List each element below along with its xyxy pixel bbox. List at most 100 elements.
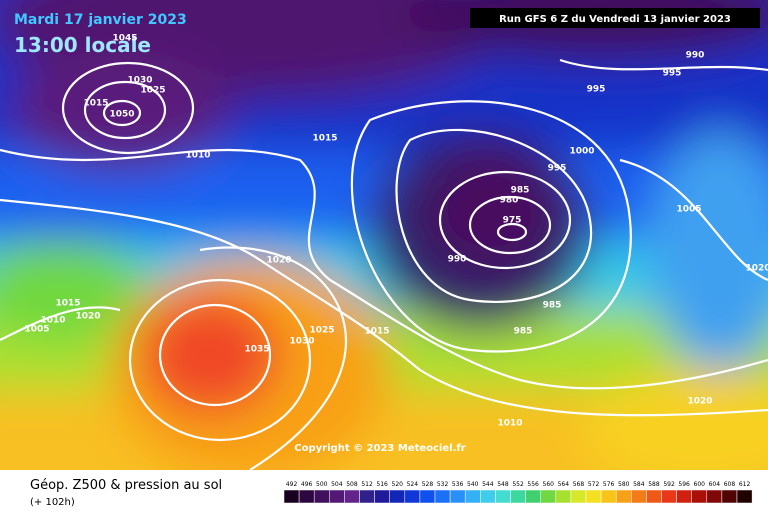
forecast-time: 13:00 locale [14,33,151,57]
scale-label: 516 [376,481,388,488]
isobar-label: 975 [503,216,522,226]
scale-swatch [359,489,375,504]
scale-swatch [464,489,481,504]
scale-label: 520 [392,481,404,488]
scale-swatch [404,489,421,504]
isobar-label: 990 [448,255,467,265]
scale-label: 568 [573,481,585,488]
isobar-label: 990 [686,51,705,61]
scale-label: 504 [331,481,343,488]
isobar-label: 985 [543,301,562,311]
isobar-label: 1010 [40,316,65,326]
isobar-label: 1020 [75,312,100,322]
isobar-label: 980 [500,196,519,206]
scale-swatch [449,489,466,504]
scale-label: 588 [648,481,660,488]
scale-label: 612 [739,481,751,488]
scale-swatch [721,489,738,504]
scale-label: 600 [694,481,706,488]
run-box [470,8,760,28]
isobars [0,58,768,470]
scale-swatch [313,489,330,504]
scale-swatch [510,489,526,504]
scale-label: 524 [407,481,419,488]
scale-swatch [389,489,406,504]
isobar-label: 1010 [497,419,522,429]
scale-label: 596 [678,481,690,488]
scale-swatch [555,489,572,504]
scale-swatch [585,489,602,504]
isobar-label: 1020 [266,256,291,266]
scale-label: 544 [482,481,494,488]
scale-label: 532 [437,481,449,488]
isobar-label: 1045 [112,34,137,44]
isobar-label: 1015 [364,327,389,337]
copyright: Copyright © 2023 Meteociel.fr [294,443,465,454]
scale-swatch [661,489,677,504]
isobar-label: 1025 [140,86,165,96]
isobar-label: 1005 [676,205,701,215]
scale-swatch [540,489,557,504]
scale-label: 584 [633,481,645,488]
isobar-label: 1030 [289,337,314,347]
scale-swatch [691,489,708,504]
scale-swatch [374,489,390,504]
scale-swatch [676,489,692,504]
isobar-label: 985 [511,186,530,196]
scale-swatch [495,489,511,504]
scale-swatch [419,489,436,504]
isobar-label: 985 [514,327,533,337]
scale-label: 572 [588,481,600,488]
isobar-label: 995 [663,69,682,79]
isobar-label: 995 [587,85,606,95]
scale-label: 536 [452,481,464,488]
scale-swatch [329,489,345,504]
isobar-label: 1030 [127,76,152,86]
isobar-label: 1020 [745,264,768,274]
scale-swatch [434,489,451,504]
scale-swatch [600,489,617,504]
isobar-label: 995 [548,164,567,174]
isobar-label: 1010 [185,151,210,161]
scale-label: 496 [301,481,313,488]
scale-label: 528 [422,481,434,488]
scale-swatch [480,489,496,504]
scale-swatch [646,489,662,504]
scale-label: 492 [286,481,298,488]
isobar-label: 1025 [309,326,334,336]
scale-label: 576 [603,481,615,488]
footer-subtitle: (+ 102h) [30,497,75,508]
scale-swatch [615,489,632,504]
scale-swatch [736,489,753,504]
scale-swatch [706,489,723,504]
scale-swatch [298,489,315,504]
forecast-date: Mardi 17 janvier 2023 [14,12,187,28]
isobar-label: 1035 [244,345,269,355]
scale-label: 556 [527,481,539,488]
scale-label: 540 [467,481,479,488]
scale-label: 564 [558,481,570,488]
scale-swatch [631,489,647,504]
scale-label: 592 [663,481,675,488]
scale-label: 552 [512,481,524,488]
scale-label: 508 [346,481,358,488]
scale-label: 604 [709,481,721,488]
isobar-label: 1015 [83,99,108,109]
scale-swatch [283,489,300,504]
isobar-label: 1000 [569,147,594,157]
scale-swatch [570,489,587,504]
scale-swatch [525,489,541,504]
scale-label: 608 [724,481,736,488]
scale-label: 580 [618,481,630,488]
scale-label: 560 [543,481,555,488]
run-info: Run GFS 6 Z du Vendredi 13 janvier 2023 [499,14,731,25]
scale-swatch [344,489,360,504]
isobar-label: 1020 [687,397,712,407]
isobar-label: 1015 [55,299,80,309]
scale-label: 548 [497,481,509,488]
scale-label: 500 [316,481,328,488]
footer-title: Géop. Z500 & pression au sol [30,478,222,493]
